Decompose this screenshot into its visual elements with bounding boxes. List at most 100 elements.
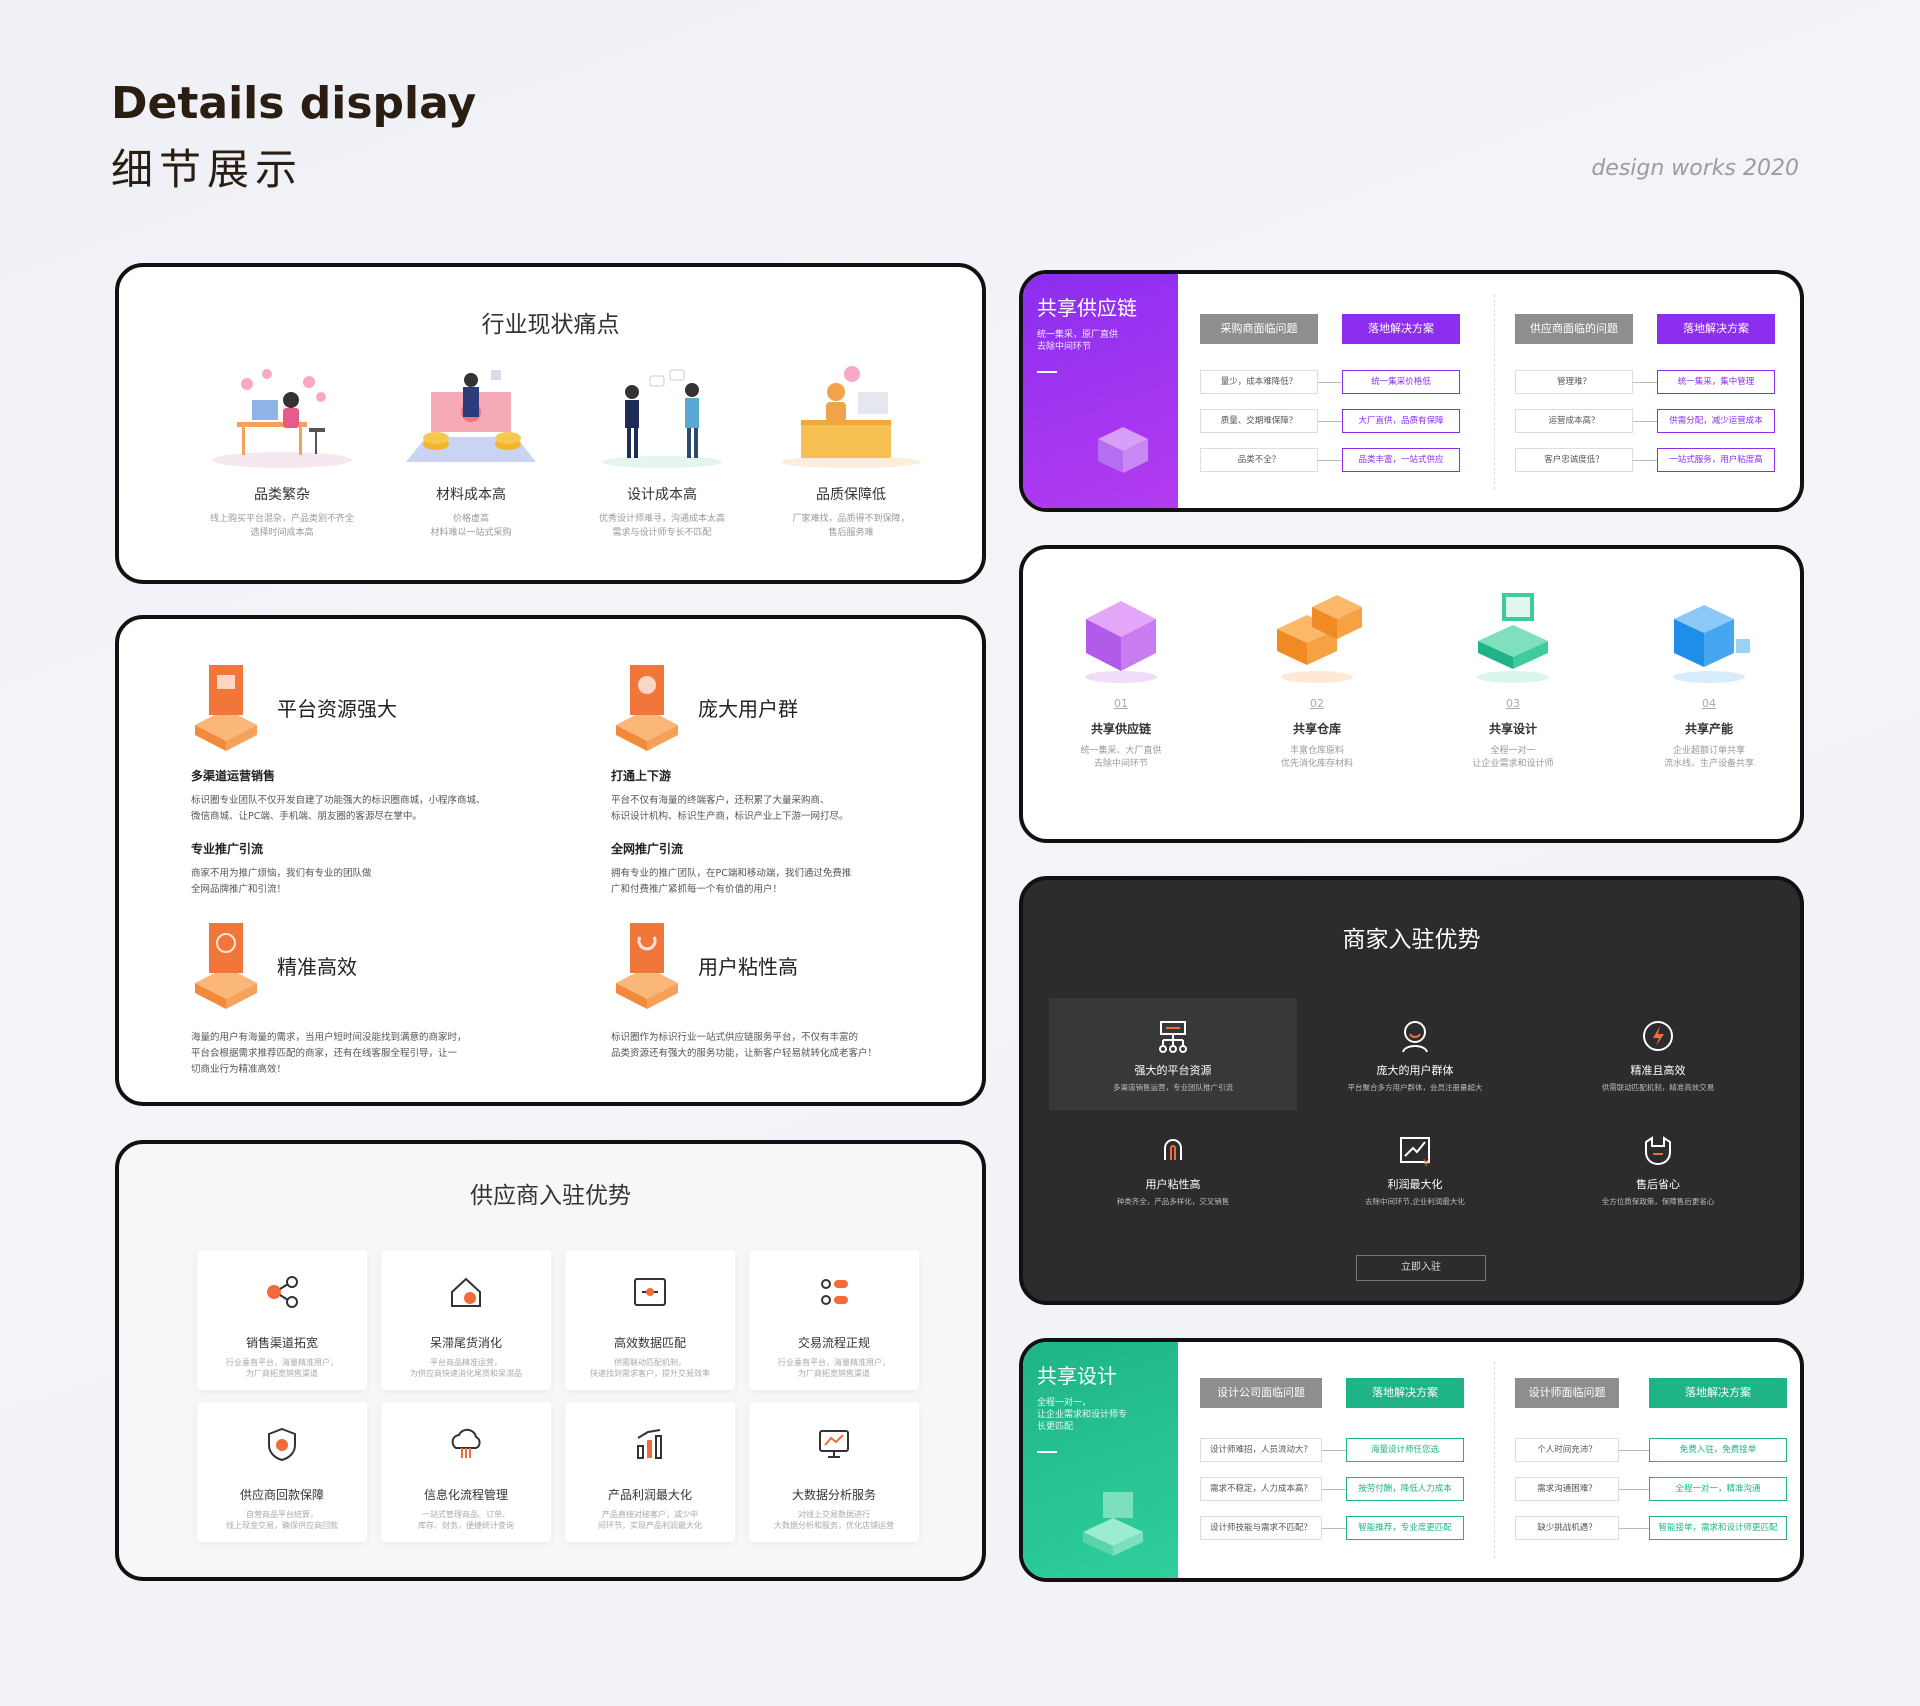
advantages-card: 平台资源强大 多渠道运营销售 标识圈专业团队不仅开发自建了功能强大的标识圈商城，… [115,615,986,1106]
cost-illustration [386,362,556,472]
arrow-connector [1318,421,1342,422]
arrow-connector [1318,382,1342,383]
problem-item: 客户忠诚度低？ [1515,448,1633,472]
merchant-item: 售后省心 全方位质保政策，保障售后更省心 [1533,1130,1783,1207]
service-item: 02 共享仓库 丰富仓库原料 优先消化库存材料 [1219,579,1415,771]
tile-desc: 平台商品精准运营， 为供应商快速消化尾货和呆滞品 [410,1358,522,1378]
service-title: 共享设计 [1488,722,1537,736]
tile-title: 供应商回款保障 [239,1488,324,1502]
resource-cube-icon [189,659,263,755]
supply-chain-card: 共享供应链 统一集采，原厂直供 去除中间环节 采购商面临问题 落地解决方案 量少，… [1019,270,1804,512]
tile-desc: 行业垂直平台，海量精准用户， 为厂商拓宽销售渠道 [226,1358,338,1378]
advantage-heading: 平台资源强大 [189,659,397,755]
tile-title: 交易流程正规 [797,1336,870,1350]
supplier-tile: 信息化流程管理 一站式管理商品、订单、 库存、财务，便捷统计查询 [381,1402,551,1542]
solution-item: 免费入驻，免费接单 [1649,1438,1787,1462]
merchant-item: 强大的平台资源 多渠道销售运营，专业团队推广引流 [1048,1016,1298,1093]
lightning-icon [1533,1016,1783,1056]
quality-illustration [766,362,936,472]
side-dash [1037,1451,1057,1453]
advantage-subtitle: 专业推广引流 [191,842,264,856]
service-desc: 统一集采、大厂直供 去除中间环节 [1080,746,1162,769]
solution-header: 落地解决方案 [1342,314,1460,344]
supplier-tile: 供应商回款保障 自营商品平台结算， 线上现金交易，确保供应商回款 [197,1402,367,1542]
advantage-title: 用户粘性高 [698,954,798,979]
warehouse-icon [1219,579,1415,689]
service-title: 共享仓库 [1292,722,1341,736]
pain-point-desc: 价格虚高 材料难以一站式采购 [430,514,512,538]
problem-item: 缺少挑战机遇？ [1515,1516,1619,1540]
advantage-heading: 用户粘性高 [610,917,798,1013]
problem-item: 运营成本高？ [1515,409,1633,433]
merchant-item: 精准且高效 供需联动匹配机制，精准高效交易 [1533,1016,1783,1093]
pain-point-item: 品质保障低 厂家难找，品质得不到保障， 售后服务难 [766,362,936,540]
arrow-connector [1633,382,1657,383]
tile-desc: 供需联动匹配机制， 快速找到需求客户，提升交易效率 [590,1358,710,1378]
pain-point-item: 设计成本高 优秀设计师难寻，沟通成本太高 需求与设计师专长不匹配 [577,362,747,540]
pain-point-title: 设计成本高 [627,487,697,503]
tile-title: 销售渠道拓宽 [245,1336,318,1350]
problem-header: 采购商面临问题 [1200,314,1318,344]
store-icon [1098,427,1148,473]
supplier-tile: 交易流程正规 行业垂直平台，海量精准用户， 为厂商拓宽销售渠道 [749,1250,919,1390]
solution-item: 品类丰富，一站式供应 [1342,448,1460,472]
join-button[interactable]: 立即入驻 [1356,1255,1486,1281]
side-desc: 统一集采，原厂直供 去除中间环节 [1037,330,1119,352]
problem-item: 管理难？ [1515,370,1633,394]
shield-icon [197,1424,367,1464]
supplier-tile: 高效数据匹配 供需联动匹配机制， 快速找到需求客户，提升交易效率 [565,1250,735,1390]
supplier-tile: 呆滞尾货消化 平台商品精准运营， 为供应商快速消化尾货和呆滞品 [381,1250,551,1390]
merchant-item-title: 精准且高效 [1630,1064,1686,1077]
header-tag: design works 2020 [1591,156,1799,181]
service-desc: 全程一对一 让企业需求和设计师 [1472,746,1554,769]
arrow-connector [1322,1450,1346,1451]
merchant-item-desc: 多渠道销售运营，专业团队推广引流 [1113,1083,1233,1092]
tile-title: 大数据分析服务 [791,1488,876,1502]
pain-point-desc: 厂家难找，品质得不到保障， 售后服务难 [792,514,910,538]
merchant-item-desc: 平台聚合多方用户群体，会员注册量超大 [1347,1083,1483,1092]
profit-icon: ¥ [1290,1130,1540,1170]
arrow-connector [1322,1489,1346,1490]
supplier-card: 供应商入驻优势 销售渠道拓宽 行业垂直平台，海量精准用户， 为厂商拓宽销售渠道 呆… [115,1140,986,1581]
side-desc: 全程一对一， 让企业需求和设计师专 长更匹配 [1037,1398,1128,1432]
svg-text:¥: ¥ [1423,1158,1429,1169]
pain-point-title: 材料成本高 [436,487,506,503]
advantage-title: 精准高效 [277,954,357,979]
arrow-connector [1619,1489,1649,1490]
tile-title: 高效数据匹配 [613,1336,686,1350]
supplier-tile: 产品利润最大化 产品直接对接客户，减少中 间环节，实现产品利润最大化 [565,1402,735,1542]
merchant-item: ¥ 利润最大化 去除中间环节,企业利润最大化 [1290,1130,1540,1207]
problem-item: 个人时间充沛？ [1515,1438,1619,1462]
advantage-heading: 庞大用户群 [610,659,798,755]
merchant-card: 商家入驻优势 强大的平台资源 多渠道销售运营，专业团队推广引流 庞大的用户群体 … [1019,876,1804,1305]
advantage-title: 平台资源强大 [277,696,397,721]
pain-points-card: 行业现状痛点 品类繁杂 线上购买平台混杂，产品类别不齐全 选择时间成本高 [115,263,986,584]
analytics-icon [749,1424,919,1464]
stickiness-cube-icon [610,917,684,1013]
service-item: 01 共享供应链 统一集采、大厂直供 去除中间环节 [1023,579,1219,771]
advantage-text: 平台不仅有海量的终端客户，还积累了大量采购商、 标识设计机构、标识生产商，标识产业… [611,795,849,822]
merchant-item-desc: 种类齐全，产品多样化，交叉销售 [1116,1197,1230,1206]
arrow-connector [1619,1450,1649,1451]
service-item: 04 共享产能 企业超额订单共享 流水线、生产设备共享 [1611,579,1800,771]
tile-desc: 自营商品平台结算， 线上现金交易，确保供应商回款 [226,1510,338,1530]
supplier-title: 供应商入驻优势 [470,1183,631,1209]
store-icon [1023,579,1219,689]
advantage-title: 庞大用户群 [698,696,798,721]
solution-header: 落地解决方案 [1346,1378,1464,1408]
pain-point-desc: 线上购买平台混杂，产品类别不齐全 选择时间成本高 [209,514,354,538]
cloud-icon [381,1424,551,1464]
merchant-item-desc: 全方位质保政策，保障售后更省心 [1601,1197,1715,1206]
advantage-text: 拥有专业的推广团队，在PC端和移动端，我们通过免费推 广和付费推广紧抓每一个有价值… [611,868,852,895]
supplier-tile: 销售渠道拓宽 行业垂直平台，海量精准用户， 为厂商拓宽销售渠道 [197,1250,367,1390]
merchant-item-title: 售后省心 [1636,1178,1680,1191]
users-cube-icon [610,659,684,755]
merchant-item-title: 庞大的用户群体 [1376,1064,1454,1077]
variety-illustration [197,362,367,472]
pain-point-title: 品类繁杂 [254,487,310,503]
divider [1494,1362,1495,1558]
workstation-icon [1415,579,1611,689]
tile-desc: 产品直接对接客户，减少中 间环节，实现产品利润最大化 [598,1510,702,1530]
flow-icon [749,1272,919,1312]
tile-desc: 一站式管理商品、订单、 库存、财务，便捷统计查询 [418,1510,514,1530]
